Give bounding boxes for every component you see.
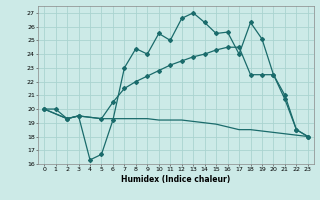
X-axis label: Humidex (Indice chaleur): Humidex (Indice chaleur)	[121, 175, 231, 184]
